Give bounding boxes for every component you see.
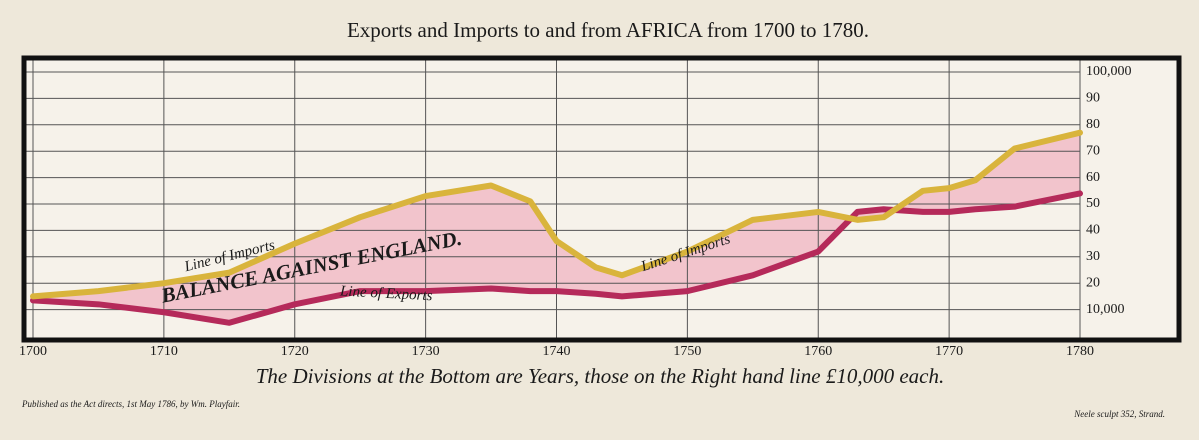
x-tick-label: 1780 <box>1066 344 1094 359</box>
x-tick-label: 1720 <box>281 344 309 359</box>
x-tick-label: 1730 <box>412 344 440 359</box>
footer-left: Published as the Act directs, 1st May 17… <box>21 399 240 409</box>
x-tick-label: 1710 <box>150 344 178 359</box>
y-tick-label: 30 <box>1086 249 1100 264</box>
x-axis-label: The Divisions at the Bottom are Years, t… <box>256 364 944 388</box>
chart-title: Exports and Imports to and from AFRICA f… <box>347 18 869 42</box>
y-tick-label: 20 <box>1086 275 1100 290</box>
y-tick-label: 100,000 <box>1086 64 1132 79</box>
x-tick-label: 1770 <box>935 344 963 359</box>
y-tick-label: 40 <box>1086 223 1100 238</box>
y-tick-label: 70 <box>1086 143 1100 158</box>
x-tick-label: 1700 <box>19 344 47 359</box>
footer-right: Neele sculpt 352, Strand. <box>1073 409 1165 419</box>
y-tick-label: 80 <box>1086 117 1100 132</box>
x-tick-label: 1750 <box>673 344 701 359</box>
y-tick-label: 90 <box>1086 91 1100 106</box>
y-tick-label: 10,000 <box>1086 302 1125 317</box>
x-tick-label: 1760 <box>804 344 832 359</box>
y-tick-label: 50 <box>1086 196 1100 211</box>
annotation: Line of Exports <box>339 283 433 304</box>
series-line <box>30 129 1083 300</box>
x-tick-label: 1740 <box>543 344 571 359</box>
y-tick-label: 60 <box>1086 170 1100 185</box>
frame <box>21 55 1182 343</box>
series-line <box>30 190 1083 326</box>
